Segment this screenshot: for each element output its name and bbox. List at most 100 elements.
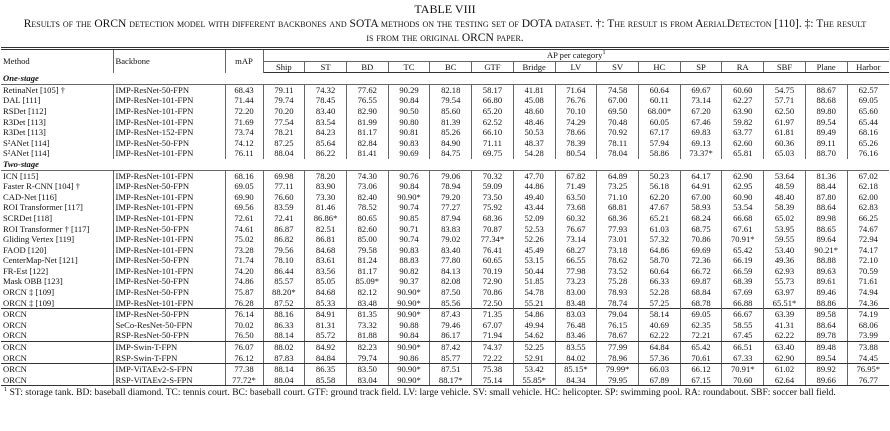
value-cell: 71.74 — [225, 255, 264, 266]
value-cell: 90.90* — [388, 308, 431, 320]
table-row: ORCN IMP-Swin-T-FPN 76.07 88.02 84.92 82.23 90… — [1, 341, 889, 353]
method-cell: RSDet [112] — [1, 105, 114, 117]
value-cell: 88.16 — [263, 308, 306, 320]
value-cell: 77.11 — [263, 181, 306, 192]
value-cell: 76.12 — [225, 352, 264, 365]
backbone-cell: IMP-ResNet-101-FPN — [113, 105, 226, 117]
value-cell: 41.31 — [763, 319, 806, 331]
value-cell: 72.61 — [225, 212, 264, 224]
value-cell: 87.80 — [805, 191, 848, 203]
value-cell: 59.82 — [721, 116, 765, 128]
value-cell: 79.46 — [429, 319, 473, 331]
value-cell: 63.77 — [721, 127, 765, 138]
value-cell: 66.67 — [721, 308, 765, 320]
value-cell: 71.64 — [555, 84, 598, 96]
value-cell: 88.64 — [805, 319, 848, 331]
value-cell: 76.77 — [847, 374, 889, 387]
value-cell: 89.66 — [805, 374, 848, 387]
value-cell: 73.30 — [304, 191, 347, 203]
value-cell: 65.26 — [858, 137, 878, 148]
value-cell: 45.08 — [513, 95, 556, 106]
value-cell: 78.93 — [596, 287, 639, 298]
value-cell: 85.77 — [429, 352, 473, 365]
value-cell: 82.12 — [346, 287, 389, 298]
value-cell: 61.03 — [638, 223, 681, 235]
table-row: ORCN IMP-ResNet-50-FPN 76.14 88.16 84.91 81.3… — [1, 308, 889, 320]
value-cell: 70.91* — [721, 363, 765, 375]
value-cell: 84.75 — [429, 148, 473, 159]
value-cell: 83.46 — [555, 330, 598, 343]
table-row: DAL [111] IMP-ResNet-101-FPN 71.44 79.74 78.… — [1, 95, 889, 106]
value-cell: 68.24 — [680, 212, 723, 224]
table-body: One-stage RetinaNet [105] † IMP-ResNet-50-… — [1, 72, 889, 387]
value-cell: 67.00 — [596, 95, 639, 106]
value-cell: 62.22 — [638, 330, 681, 343]
backbone-cell: IMP-ResNet-50-FPN — [113, 287, 226, 298]
table-row: FAOD [120] IMP-ResNet-101-FPN 73.28 79.56 84… — [1, 244, 889, 256]
value-cell: 73.01 — [596, 234, 639, 245]
value-cell: 81.31 — [304, 319, 347, 331]
value-cell: 62.18 — [858, 181, 878, 192]
value-cell: 89.58 — [805, 308, 848, 320]
backbone-cell: IMP-ViTAEv2-S-FPN — [113, 363, 226, 375]
value-cell: 69.87 — [680, 276, 723, 288]
table-row: Gliding Vertex [119] IMP-ResNet-101-FPN 75… — [1, 234, 889, 245]
value-cell: 90.83 — [388, 137, 431, 149]
value-cell: 67.89 — [638, 374, 681, 387]
backbone-cell: IMP-ResNet-152-FPN — [113, 127, 226, 138]
value-cell: 88.14 — [263, 330, 306, 343]
value-cell: 49.94 — [513, 319, 556, 331]
category-header: BC — [429, 61, 473, 74]
value-cell: 45.49 — [513, 244, 556, 256]
backbone-cell: SeCo-ResNet-50-FPN — [113, 319, 226, 331]
value-cell: 78.94 — [429, 181, 473, 192]
value-cell: 89.11 — [805, 137, 848, 149]
value-cell: 53.15 — [513, 255, 556, 266]
value-cell: 66.55 — [555, 255, 598, 266]
value-cell: 83.90 — [304, 181, 347, 192]
header-row: Method Backbone mAP AP per category1 — [1, 46, 889, 73]
value-cell: 86.82 — [263, 234, 306, 245]
value-cell: 58.17 — [471, 84, 514, 96]
value-cell: 84.91 — [304, 308, 347, 320]
value-cell: 62.60 — [721, 137, 765, 149]
value-cell: 74.67 — [858, 223, 878, 234]
column-header: Backbone — [113, 46, 226, 73]
value-cell: 79.74 — [263, 95, 306, 106]
backbone-cell: IMP-ResNet-101-FPN — [113, 234, 226, 245]
value-cell: 58.70 — [638, 255, 681, 266]
value-cell: 83.61 — [304, 255, 347, 266]
value-cell: 74.36 — [858, 297, 878, 308]
value-cell: 60.65 — [471, 255, 514, 266]
value-cell: 53.95 — [763, 223, 806, 235]
value-cell: 82.60 — [346, 223, 389, 235]
value-cell: 72.22 — [471, 352, 514, 365]
value-cell: 62.57 — [858, 84, 878, 95]
value-cell: 75.92 — [471, 202, 514, 213]
value-cell: 71.10 — [596, 191, 639, 203]
value-cell: 66.88 — [721, 297, 765, 309]
value-cell: 83.48 — [555, 297, 598, 309]
value-cell: 85.26 — [429, 127, 473, 138]
value-cell: 78.11 — [596, 137, 639, 149]
value-cell: 76.50 — [225, 330, 264, 343]
value-cell: 86.33 — [263, 319, 306, 331]
value-cell: 88.14 — [263, 363, 306, 375]
value-cell: 53.64 — [763, 170, 806, 182]
value-cell: 83.04 — [346, 374, 389, 387]
value-cell: 61.81 — [763, 127, 806, 138]
value-cell: 90.84 — [388, 181, 431, 192]
value-cell: 79.74 — [346, 352, 389, 365]
value-cell: 88.65 — [805, 223, 848, 235]
value-cell: 66.19 — [721, 255, 765, 266]
value-cell: 73.32 — [346, 319, 389, 331]
value-cell: 87.43 — [429, 308, 473, 320]
value-cell: 53.54 — [721, 202, 765, 213]
value-cell: 69.05 — [680, 308, 723, 320]
value-cell: 66.33 — [638, 276, 681, 288]
backbone-cell: RSP-ViTAEv2-S-FPN — [113, 374, 226, 387]
method-cell: ROI Transformer [117] — [1, 202, 114, 213]
value-cell: 88.04 — [263, 374, 306, 387]
category-header: Bridge — [513, 61, 556, 74]
value-cell: 84.13 — [429, 265, 473, 277]
